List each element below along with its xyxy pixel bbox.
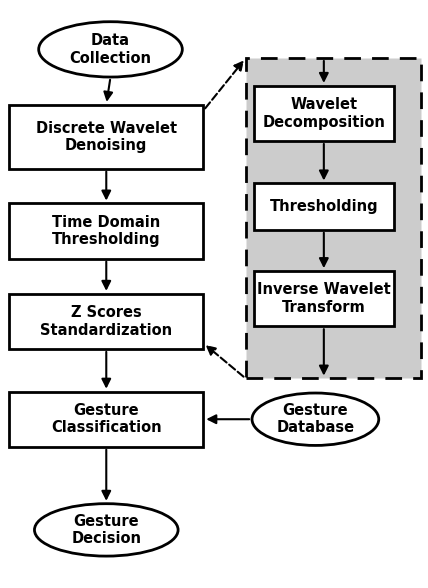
Text: Discrete Wavelet
Denoising: Discrete Wavelet Denoising [36, 121, 177, 153]
FancyBboxPatch shape [9, 203, 203, 259]
FancyBboxPatch shape [9, 294, 203, 349]
Text: Time Domain
Thresholding: Time Domain Thresholding [52, 215, 160, 248]
FancyBboxPatch shape [254, 271, 393, 326]
FancyBboxPatch shape [254, 183, 393, 230]
Text: Gesture
Database: Gesture Database [276, 403, 354, 436]
Text: Gesture
Classification: Gesture Classification [51, 403, 162, 436]
FancyBboxPatch shape [9, 392, 203, 447]
FancyBboxPatch shape [9, 105, 203, 169]
FancyBboxPatch shape [246, 58, 421, 379]
Text: Thresholding: Thresholding [270, 199, 378, 214]
Text: Z Scores
Standardization: Z Scores Standardization [40, 305, 172, 338]
Text: Data
Collection: Data Collection [69, 33, 152, 66]
Text: Wavelet
Decomposition: Wavelet Decomposition [262, 97, 385, 129]
Ellipse shape [35, 504, 178, 556]
FancyBboxPatch shape [254, 86, 393, 141]
Text: Gesture
Decision: Gesture Decision [71, 514, 141, 546]
Ellipse shape [252, 393, 379, 446]
Text: Inverse Wavelet
Transform: Inverse Wavelet Transform [257, 282, 391, 315]
Ellipse shape [39, 22, 182, 77]
